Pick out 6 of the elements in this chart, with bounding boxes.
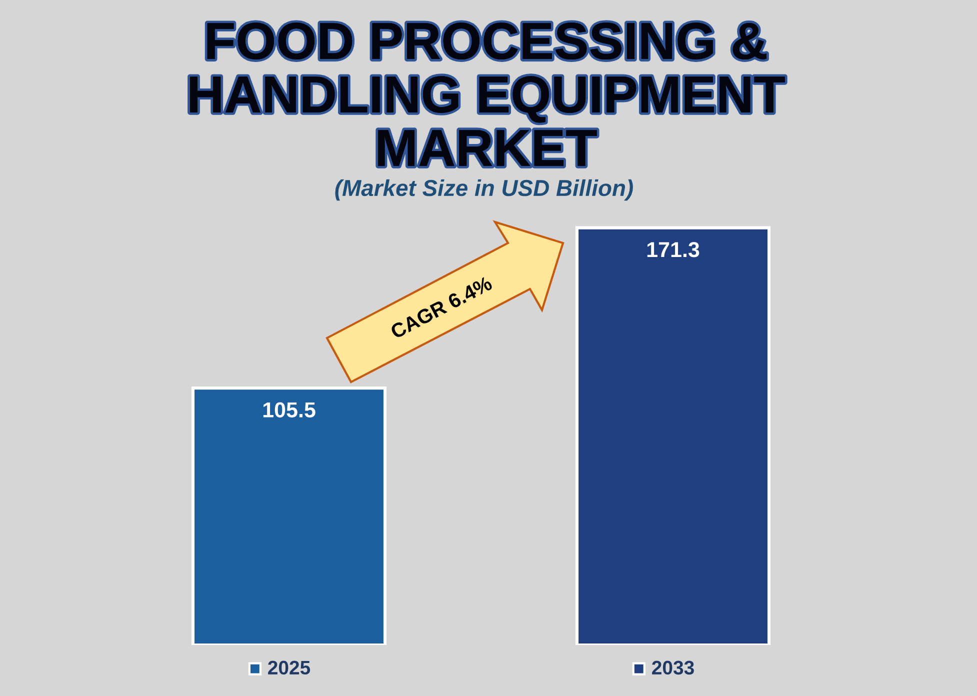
- data-label: 105.5: [263, 402, 316, 418]
- x-tick-label: 2033: [652, 660, 694, 675]
- chart-title: FOOD PROCESSING & HANDLING EQUIPMENT MARKET: [190, 22, 785, 166]
- data-label: 171.3: [647, 242, 700, 258]
- x-tick-label: 2025: [268, 660, 310, 675]
- chart-subtitle: (Market Size in USD Billion): [335, 179, 633, 201]
